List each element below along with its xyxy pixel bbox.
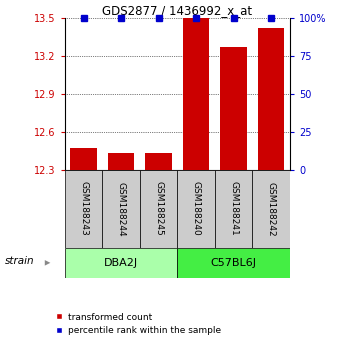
Bar	[145, 153, 172, 170]
Bar	[183, 18, 209, 170]
Text: GSM188242: GSM188242	[267, 182, 276, 236]
Bar	[140, 170, 177, 248]
Text: GSM188241: GSM188241	[229, 182, 238, 236]
Bar	[258, 28, 284, 170]
Bar	[65, 170, 102, 248]
Bar	[177, 248, 290, 278]
Bar	[70, 148, 97, 170]
Bar	[65, 248, 177, 278]
Bar	[220, 47, 247, 170]
Title: GDS2877 / 1436992_x_at: GDS2877 / 1436992_x_at	[102, 4, 252, 17]
Text: strain: strain	[5, 256, 35, 266]
Text: DBA2J: DBA2J	[104, 258, 138, 268]
Bar	[177, 170, 215, 248]
Bar	[102, 170, 140, 248]
Bar	[215, 170, 252, 248]
Bar	[252, 170, 290, 248]
Legend: transformed count, percentile rank within the sample: transformed count, percentile rank withi…	[52, 309, 224, 339]
Text: GSM188243: GSM188243	[79, 182, 88, 236]
Text: GSM188240: GSM188240	[192, 182, 201, 236]
Bar	[108, 153, 134, 170]
Text: GSM188245: GSM188245	[154, 182, 163, 236]
Text: GSM188244: GSM188244	[117, 182, 125, 236]
Text: C57BL6J: C57BL6J	[211, 258, 256, 268]
